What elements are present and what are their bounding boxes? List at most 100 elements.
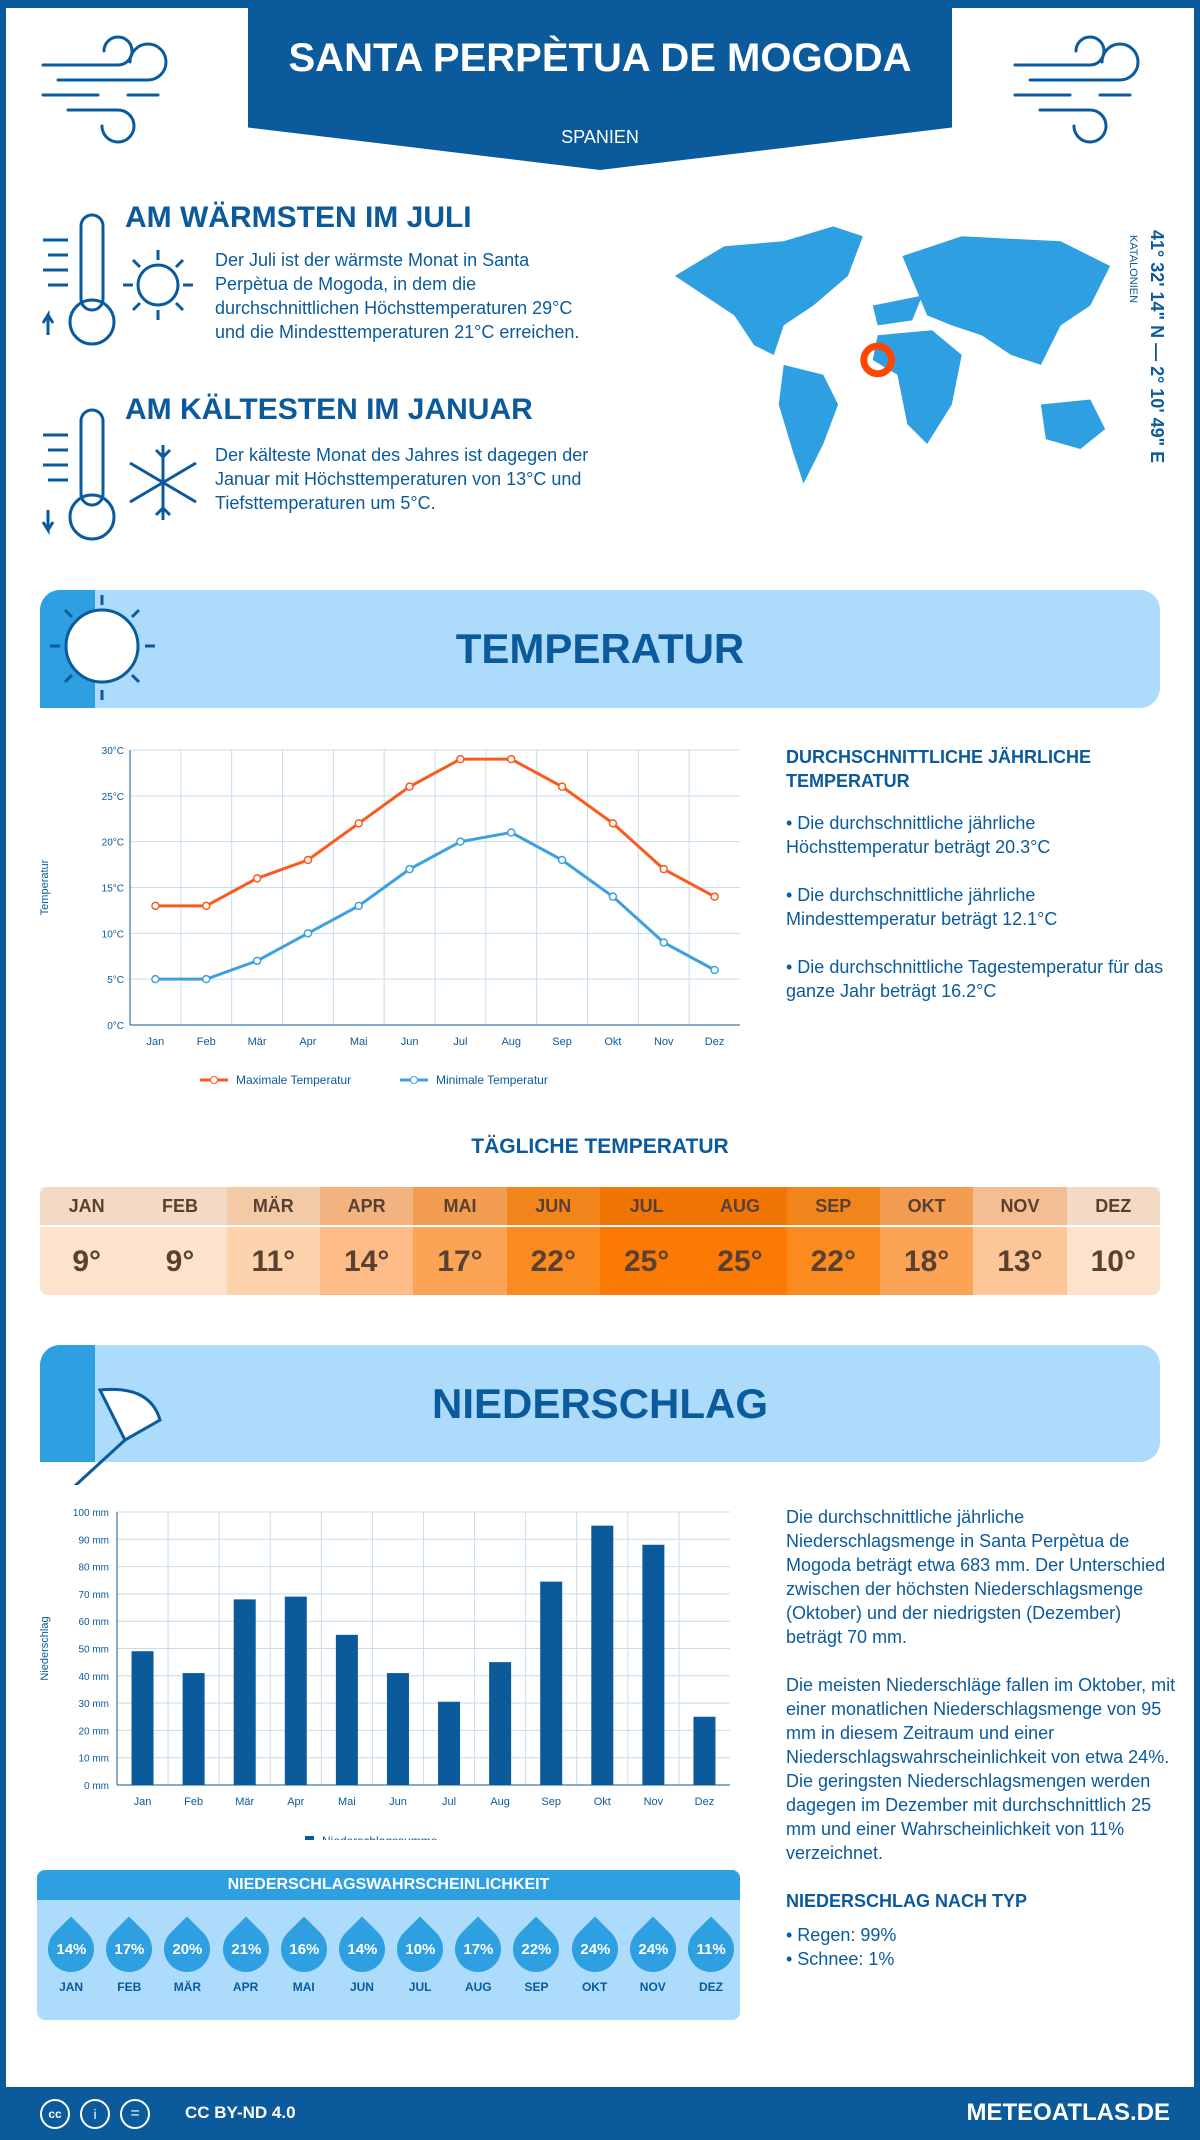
probability-drop: 21% APR: [213, 1912, 279, 1994]
data-point: [151, 901, 160, 911]
y-tick-label: 40 mm: [78, 1672, 109, 1683]
y-tick-label: 100 mm: [73, 1508, 109, 1519]
annual-min-text: • Die durchschnittliche jährliche Mindes…: [786, 885, 1058, 929]
precip-summary: Die durchschnittliche jährliche Niedersc…: [786, 1507, 1166, 1647]
month-label: MAI: [413, 1187, 507, 1225]
legend-label: Maximale Temperatur: [236, 1073, 351, 1087]
probability-value: 14%: [56, 1940, 87, 1958]
annual-mean-text: • Die durchschnittliche Tagestemperatur …: [786, 957, 1164, 1001]
y-tick-label: 30°C: [102, 746, 124, 757]
raindrop-icon: 24%: [620, 1916, 686, 1982]
snow-share: • Schnee: 1%: [786, 1949, 895, 1969]
sun-icon: [40, 590, 155, 708]
temperature-title: TEMPERATUR: [455, 625, 745, 672]
data-point: [608, 892, 618, 901]
month-label: JUL: [408, 1980, 432, 1994]
precip-detail: Die meisten Niederschläge fallen im Okto…: [786, 1675, 1176, 1863]
x-tick-label: Aug: [501, 1036, 521, 1048]
world-map: [674, 226, 1111, 484]
y-tick-label: 90 mm: [78, 1535, 109, 1546]
daily-temp-mai: MAI 17°: [413, 1187, 507, 1295]
series-line: [155, 830, 716, 981]
y-tick-label: 10°C: [102, 929, 124, 940]
x-tick-label: Sep: [541, 1796, 561, 1808]
data-point: [303, 929, 313, 938]
daily-temp-sep: SEP 22°: [786, 1187, 880, 1295]
daily-temp-jul: JUL 25°: [599, 1187, 694, 1295]
month-label: APR: [319, 1187, 414, 1225]
probability-drop: 14% JAN: [38, 1912, 104, 1994]
precipitation-title: NIEDERSCHLAG: [431, 1380, 769, 1427]
y-tick-label: 5°C: [107, 975, 124, 986]
x-tick-label: Jan: [147, 1036, 165, 1048]
y-tick-label: 0 mm: [84, 1781, 109, 1792]
daily-temp-title: TÄGLICHE TEMPERATUR: [471, 1135, 729, 1158]
precipitation-probability: NIEDERSCHLAGSWAHRSCHEINLICHKEIT 14% JAN 17…: [37, 1870, 740, 2020]
month-label: NOV: [973, 1187, 1067, 1225]
probability-value: 21%: [230, 1940, 261, 1958]
y-tick-label: 15°C: [102, 884, 124, 895]
x-tick-label: Jul: [453, 1036, 467, 1048]
probability-value: 22%: [521, 1940, 552, 1958]
x-tick-label: Apr: [287, 1796, 304, 1808]
thermometer-sun-icon: [41, 213, 193, 346]
x-tick-label: Jul: [442, 1796, 456, 1808]
x-tick-label: Sep: [552, 1036, 572, 1048]
x-tick-label: Okt: [594, 1796, 611, 1808]
y-axis-label: Temperatur: [40, 859, 51, 915]
precipitation-banner: NIEDERSCHLAG: [40, 1345, 1160, 1462]
x-tick-label: Feb: [197, 1036, 216, 1048]
temp-value: 25°: [599, 1225, 694, 1295]
temp-value: 22°: [786, 1225, 880, 1295]
month-label: MAI: [292, 1980, 315, 1994]
x-tick-label: Mai: [350, 1036, 368, 1048]
x-tick-label: Apr: [299, 1036, 316, 1048]
precip-bar: [591, 1525, 614, 1785]
y-tick-label: 20°C: [102, 838, 124, 849]
month-label: NOV: [639, 1980, 666, 1994]
data-point: [557, 855, 567, 865]
month-label: MÄR: [173, 1980, 202, 1994]
x-tick-label: Jan: [134, 1796, 152, 1808]
data-point: [303, 855, 313, 865]
probability-drop: 20% MÄR: [154, 1912, 220, 1994]
raindrop-icon: 14%: [329, 1916, 395, 1982]
y-tick-label: 20 mm: [78, 1726, 109, 1737]
site-link[interactable]: METEOATLAS.DE: [966, 2099, 1170, 2126]
daily-temp-nov: NOV 13°: [973, 1187, 1067, 1295]
y-tick-label: 0°C: [107, 1021, 124, 1032]
x-tick-label: Jun: [389, 1796, 407, 1808]
probability-drop: 17% FEB: [96, 1912, 162, 1994]
legend-label: Niederschlagssumme: [322, 1834, 438, 1840]
temp-value: 17°: [413, 1225, 507, 1295]
month-label: FEB: [133, 1187, 227, 1225]
y-axis-label: Niederschlag: [39, 1616, 51, 1680]
month-label: OKT: [581, 1980, 608, 1994]
probability-title: NIEDERSCHLAGSWAHRSCHEINLICHKEIT: [37, 1870, 740, 1900]
cc-icon: cc: [40, 2099, 70, 2129]
y-tick-label: 80 mm: [78, 1563, 109, 1574]
raindrop-icon: 20%: [154, 1916, 220, 1982]
data-point: [507, 754, 516, 764]
data-point: [608, 819, 618, 828]
raindrop-icon: 17%: [445, 1916, 511, 1982]
data-point: [507, 828, 516, 837]
probability-drop: 24% OKT: [562, 1912, 628, 1994]
probability-value: 20%: [172, 1940, 203, 1958]
y-tick-label: 10 mm: [78, 1754, 109, 1765]
x-tick-label: Nov: [654, 1036, 674, 1048]
daily-temp-apr: APR 14°: [319, 1187, 414, 1295]
data-point: [354, 901, 363, 911]
temperature-chart: 0°C 5°C 10°C 15°C 20°C 25°C 30°C Jan Feb Mär Apr Ma…: [40, 746, 740, 1087]
daily-temp-aug: AUG 25°: [693, 1187, 787, 1295]
daily-temp-jun: JUN 22°: [506, 1187, 600, 1295]
precip-bar: [693, 1716, 716, 1785]
temp-value: 25°: [693, 1225, 787, 1295]
x-tick-label: Okt: [604, 1036, 621, 1048]
precip-type-heading: NIEDERSCHLAG NACH TYP: [786, 1891, 1028, 1911]
x-tick-label: Dez: [705, 1036, 725, 1048]
temp-value: 18°: [879, 1225, 974, 1295]
month-label: DEZ: [1066, 1187, 1160, 1225]
precip-bar: [233, 1599, 256, 1785]
probability-value: 10%: [405, 1940, 436, 1958]
